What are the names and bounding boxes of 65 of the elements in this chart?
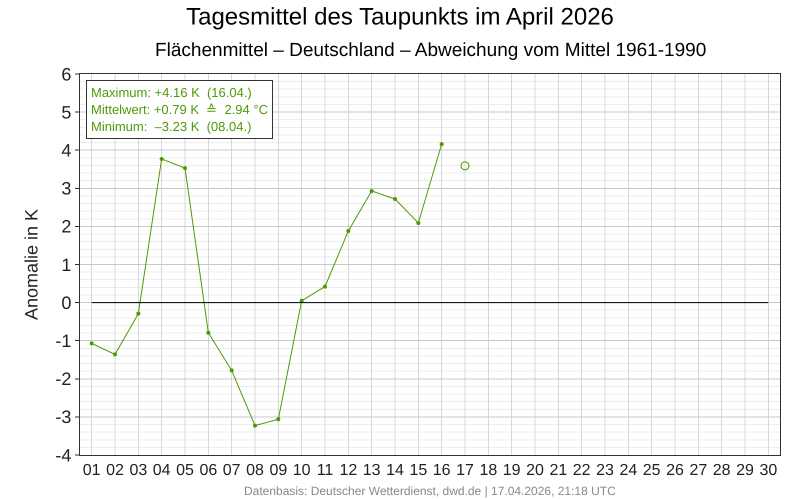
x-tick-label: 07 — [222, 462, 241, 480]
point — [393, 196, 397, 201]
x-tick-label: 21 — [549, 462, 568, 480]
point — [136, 312, 140, 316]
y-tick-label: 3 — [61, 178, 72, 199]
point — [440, 142, 444, 146]
y-axis-title: Anomalie in K — [22, 208, 42, 320]
x-tick-label: 19 — [502, 462, 521, 480]
chart-title: Tagesmittel des Taupunkts im April 2026 — [186, 3, 614, 30]
point — [300, 298, 304, 303]
x-tick-label: 29 — [736, 462, 754, 480]
x-tick-label: 22 — [572, 462, 591, 480]
x-tick-label: 09 — [269, 462, 288, 480]
y-tick-label: 0 — [61, 292, 72, 313]
annotation: Mittelwert: +0.79 K ≙ 2.94 °C — [91, 102, 268, 117]
y-tick-label: 5 — [61, 102, 72, 122]
x-tick-label: 11 — [316, 462, 334, 480]
x-tick-label: 15 — [409, 462, 428, 480]
point — [230, 368, 234, 372]
x-tick-label: 02 — [106, 462, 124, 480]
x-tick-label: 10 — [292, 462, 311, 480]
point — [276, 417, 280, 422]
point — [90, 341, 94, 346]
x-tick-label: 04 — [152, 462, 171, 480]
x-tick-label: 18 — [479, 462, 498, 480]
text: Datenbasis: Deutscher Wetterdienst, dwd.de | 17.04.2026, 21:18 UTC — [244, 484, 616, 498]
x-tick-label: 06 — [199, 462, 218, 480]
y-tick-label: -3 — [55, 407, 72, 428]
y-tick-label: 6 — [61, 64, 72, 84]
x-tick-label: 17 — [456, 462, 474, 480]
point — [160, 156, 164, 161]
x-tick-label: 26 — [666, 462, 684, 480]
point — [416, 220, 420, 225]
annotation: Minimum: –3.23 K (08.04.) — [91, 118, 252, 134]
point — [253, 424, 257, 428]
x-tick-label: 01 — [82, 462, 101, 480]
point — [346, 228, 350, 233]
point — [183, 166, 187, 170]
x-tick-label: 14 — [386, 462, 404, 480]
x-tick-label: 05 — [176, 462, 194, 480]
x-tick-label: 16 — [432, 462, 451, 480]
x-tick-label: 13 — [362, 462, 381, 480]
x-tick-label: 23 — [596, 462, 614, 480]
x-tick-label: 20 — [526, 462, 544, 480]
annotation: Maximum: +4.16 K (16.04.) — [91, 85, 252, 100]
point — [206, 330, 210, 335]
y-tick-label: 1 — [61, 254, 72, 275]
y-tick-label: -2 — [55, 369, 72, 390]
y-tick-label: 4 — [61, 140, 72, 160]
x-tick-label: 03 — [129, 462, 148, 480]
x-tick-label: 28 — [712, 462, 731, 480]
point — [113, 352, 117, 356]
x-tick-label: 25 — [642, 462, 661, 480]
y-tick-label: -1 — [55, 331, 72, 351]
y-tick-label: -4 — [55, 445, 72, 466]
x-tick-label: 08 — [246, 462, 264, 480]
x-tick-label: 12 — [339, 462, 358, 480]
point — [370, 188, 374, 193]
y-tick-label: 2 — [61, 216, 72, 237]
x-tick-label: 30 — [759, 462, 778, 480]
point — [460, 161, 470, 170]
x-tick-label: 27 — [689, 462, 708, 480]
point — [323, 284, 327, 289]
chart-subtitle: Flächenmittel – Deutschland – Abweichung vom Mittel 1961-1990 — [155, 40, 706, 61]
x-tick-label: 24 — [619, 462, 638, 480]
